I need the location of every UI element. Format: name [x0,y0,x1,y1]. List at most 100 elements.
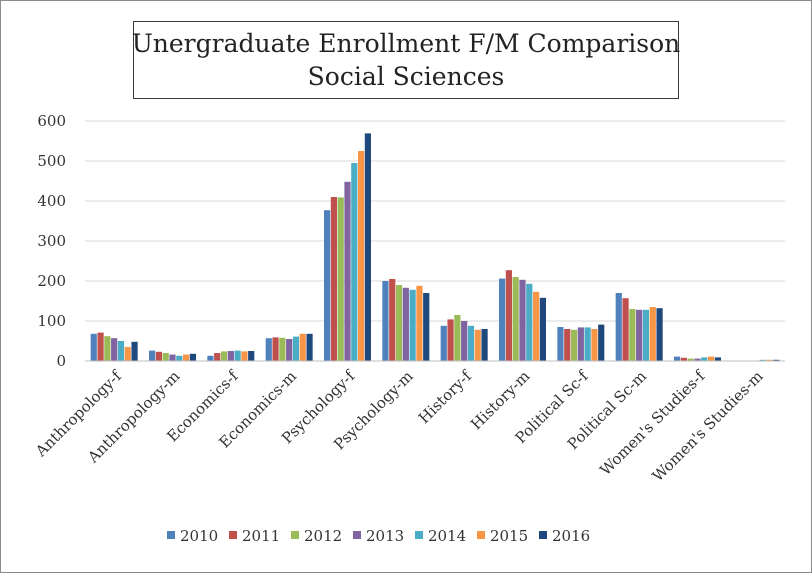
bar-2011 [505,270,512,361]
bar-2014 [234,350,241,361]
bar-2010 [149,350,156,361]
bar-2016 [714,357,721,361]
bar-2016 [481,329,488,361]
gridlines [85,120,785,322]
legend-swatch [477,531,485,539]
x-tick-label: Women's Studies-m [649,367,767,485]
bar-2016 [131,341,138,361]
bar-2012 [454,315,461,361]
bar-2016 [248,351,255,361]
bar-2012 [395,285,403,361]
x-axis: Anthropology-fAnthropology-mEconomics-fE… [31,360,785,485]
bar-2016 [306,333,313,361]
bar-2014 [117,341,125,361]
bar-2016 [539,297,546,361]
bar-2014 [292,336,300,361]
legend-swatch [539,531,547,539]
bar-2010 [324,210,331,361]
bar-2010 [382,281,389,361]
bar-2012 [104,336,111,361]
bar-2013 [694,358,701,361]
bar-2012 [279,337,286,361]
bar-2010 [440,325,447,361]
bar-2014 [759,359,766,361]
bar-2010 [615,293,622,361]
legend-swatch [167,531,175,539]
bar-2011 [680,357,687,361]
legend-label: 2011 [242,527,280,545]
bar-2010 [674,356,681,361]
bar-2015 [241,351,248,361]
bar-2013 [577,327,584,361]
bar-2015 [533,291,540,361]
y-tick-label: 200 [37,272,66,290]
bar-2011 [330,197,337,361]
bar-2015 [299,333,306,361]
y-tick-label: 500 [37,152,66,170]
legend: 2010 2011 2012 2013 2014 2015 2016 [167,527,590,545]
bar-2013 [169,354,176,361]
bar-2011 [389,279,396,361]
bar-2014 [176,355,183,361]
legend-swatch [353,531,361,539]
bar-2014 [409,289,416,361]
bar-2011 [155,351,162,361]
bar-2011 [272,337,279,361]
bar-2013 [461,321,468,361]
legend-label: 2012 [304,527,342,545]
bar-2014 [467,325,475,361]
bar-2013 [519,279,526,361]
legend-label: 2016 [552,527,590,545]
legend-swatch [229,531,237,539]
y-tick-label: 400 [37,192,66,210]
bar-2015 [416,285,423,361]
bar-2016 [598,324,605,361]
bar-2011 [447,319,454,361]
bar-2016 [656,308,663,361]
legend-label: 2010 [180,527,218,545]
bar-2015 [708,356,715,361]
bar-2016 [364,133,371,361]
legend-label: 2014 [428,527,466,545]
bar-2010 [90,333,97,361]
bar-2013 [636,309,643,361]
bar-2010 [557,327,564,361]
bar-2015 [474,329,481,361]
bar-2016 [423,293,430,361]
bar-2013 [111,338,118,361]
y-tick-label: 300 [37,232,66,250]
bar-2016 [773,359,780,361]
bar-2015 [649,307,656,361]
bar-2011 [564,329,571,361]
bar-2015 [358,151,365,361]
chart-subtitle: Social Sciences [307,62,505,91]
bar-2010 [207,355,214,361]
bar-2011 [214,353,221,361]
y-tick-label: 100 [37,312,66,330]
legend-label: 2013 [366,527,404,545]
bar-2012 [687,358,694,361]
y-tick-label: 600 [37,112,66,130]
bar-2015 [183,354,190,361]
bar-2010 [265,338,272,361]
x-tick-label: History-f [415,366,476,427]
bar-2015 [766,359,773,361]
bars [90,133,780,361]
bar-2014 [526,283,533,361]
bar-2015 [124,347,131,361]
y-axis: 0 100 200 300 400 500 600 [37,112,66,370]
bar-2010 [499,278,506,361]
legend-label: 2015 [490,527,528,545]
bar-2012 [337,197,344,361]
bar-2013 [227,351,234,361]
chart-title: Unergraduate Enrollment F/M Comparison [131,29,681,58]
bar-2013 [402,287,409,361]
bar-2012 [220,351,228,361]
bar-2014 [701,357,708,361]
bar-2012 [629,309,636,361]
bar-2015 [591,329,598,361]
chart-title-box: Unergraduate Enrollment F/M Comparison S… [131,21,681,99]
x-tick-label: Women's Studies-f [596,366,709,479]
bar-2014 [584,327,591,361]
bar-2012 [570,329,578,361]
